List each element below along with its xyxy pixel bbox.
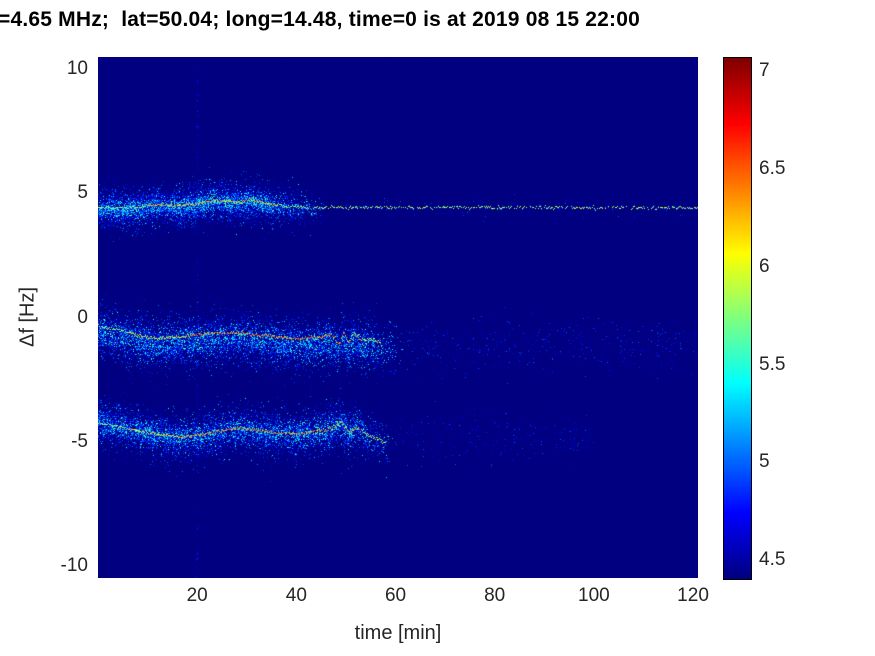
spectrogram-canvas xyxy=(98,57,698,578)
x-tick-label: 80 xyxy=(484,585,506,606)
y-tick-label: -5 xyxy=(71,430,88,452)
colorbar-tick-label: 6 xyxy=(759,255,770,277)
y-tick-label: 10 xyxy=(66,58,88,80)
x-tick-label: 60 xyxy=(384,585,407,606)
colorbar-tick-label: 5.5 xyxy=(759,353,786,375)
x-tick-label: 100 xyxy=(578,585,610,606)
y-tick-label: 0 xyxy=(77,306,88,328)
x-tick-label: 120 xyxy=(677,585,709,606)
x-axis-label: time [min] xyxy=(354,622,442,644)
colorbar-tick-label: 4.5 xyxy=(759,549,786,571)
colorbar xyxy=(723,57,752,580)
colorbar-tick-label: 6.5 xyxy=(759,157,786,179)
x-tick-label: 20 xyxy=(186,585,208,606)
y-tick-label: -10 xyxy=(60,554,88,576)
chart-title: =4.65 MHz; lat=50.04; long=14.48, time=0… xyxy=(0,8,640,31)
y-tick-label: 5 xyxy=(77,182,88,204)
x-tick-label: 40 xyxy=(285,585,307,606)
colorbar-tick-label: 5 xyxy=(759,451,770,473)
colorbar-tick-label: 7 xyxy=(759,59,770,81)
